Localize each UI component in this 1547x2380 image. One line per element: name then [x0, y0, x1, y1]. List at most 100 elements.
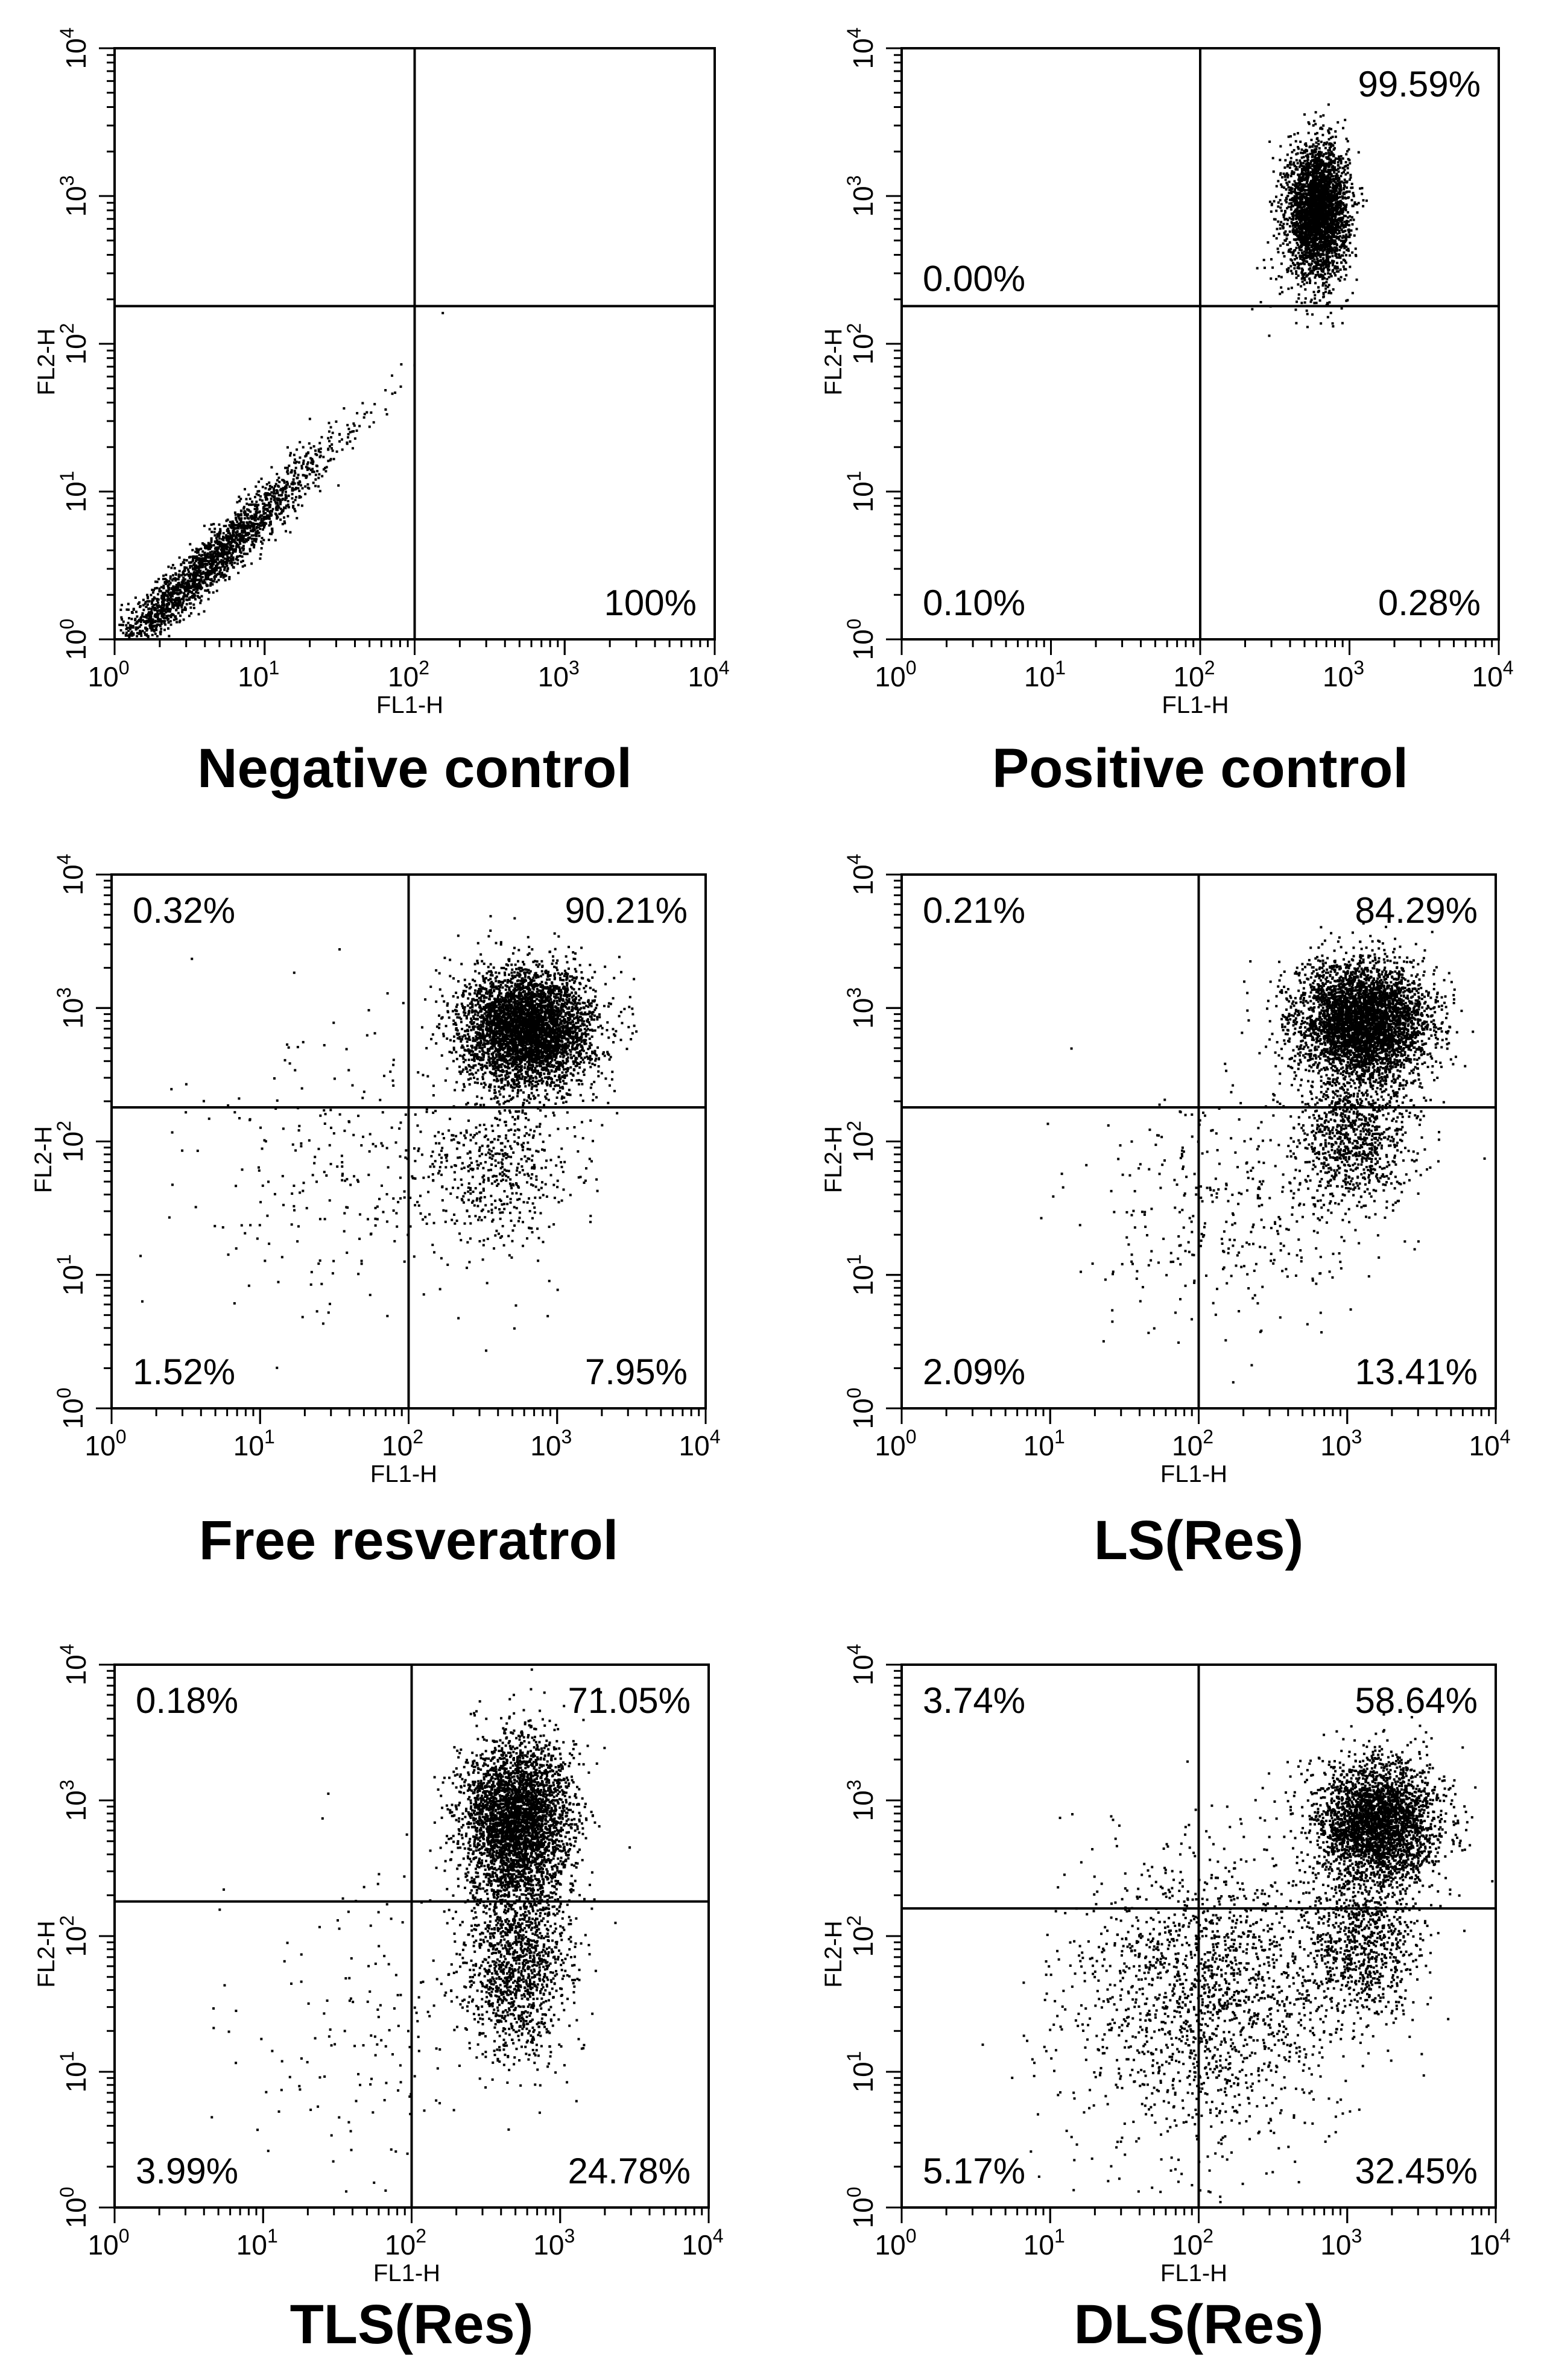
event-dot: [1300, 148, 1303, 151]
event-dot: [215, 569, 218, 572]
event-dot: [1318, 207, 1321, 210]
event-dot: [1329, 186, 1332, 189]
event-dot: [1343, 251, 1346, 254]
event-dot: [1296, 162, 1299, 165]
event-dot: [1334, 274, 1337, 277]
event-dot: [1312, 124, 1315, 127]
event-dot: [188, 587, 191, 590]
event-dot: [226, 518, 229, 521]
event-dot: [1333, 246, 1336, 249]
event-dot: [144, 603, 147, 606]
event-dot: [157, 598, 160, 601]
event-dot: [157, 578, 160, 581]
event-dot: [1325, 177, 1328, 180]
event-dot: [1303, 279, 1306, 282]
event-dot: [1337, 253, 1340, 256]
event-dot: [164, 611, 167, 614]
event-dot: [189, 543, 192, 546]
event-dot: [1323, 241, 1326, 244]
event-dot: [203, 553, 206, 556]
event-dot: [1321, 160, 1324, 163]
event-dot: [1335, 235, 1338, 238]
event-dot: [1317, 169, 1320, 172]
event-dot: [198, 553, 201, 556]
event-dot: [253, 543, 256, 546]
event-dot: [1281, 291, 1284, 294]
event-dot: [1271, 157, 1274, 160]
event-dot: [1339, 226, 1342, 229]
event-dot: [291, 489, 294, 492]
event-dot: [1309, 166, 1312, 169]
event-dot: [1294, 264, 1297, 267]
event-dot: [220, 575, 223, 578]
event-dot: [274, 501, 277, 504]
event-dot: [157, 617, 160, 620]
event-dot: [236, 555, 239, 559]
event-dot: [1312, 229, 1315, 232]
event-dot: [257, 526, 260, 529]
event-dot: [1322, 114, 1325, 117]
event-dot: [1282, 172, 1285, 176]
event-dot: [1332, 212, 1335, 215]
event-dot: [1288, 180, 1291, 183]
event-dot: [1314, 224, 1317, 227]
event-dot: [281, 491, 284, 494]
event-dot: [311, 467, 314, 470]
event-dot: [1303, 215, 1306, 218]
event-dot: [1310, 219, 1313, 222]
event-dot: [220, 561, 223, 564]
event-dot: [245, 521, 248, 524]
event-dot: [1355, 255, 1358, 258]
event-dot: [169, 575, 172, 578]
event-dot: [1315, 157, 1318, 160]
event-dot: [195, 558, 198, 561]
event-dot: [1317, 215, 1320, 218]
event-dot: [138, 630, 141, 633]
event-dot: [188, 602, 191, 605]
event-dot: [198, 548, 201, 551]
event-dot: [167, 592, 170, 595]
event-dot: [167, 627, 170, 630]
event-dot: [1311, 272, 1314, 275]
event-dot: [1308, 172, 1311, 176]
event-dot: [1303, 150, 1306, 153]
event-dot: [237, 571, 240, 574]
event-dot: [180, 591, 183, 594]
event-dot: [1309, 162, 1312, 165]
event-dot: [286, 446, 289, 449]
event-dot: [194, 584, 197, 587]
event-dot: [1335, 203, 1338, 206]
event-dot: [293, 508, 296, 511]
event-dot: [1306, 201, 1309, 204]
event-dot: [1296, 210, 1299, 214]
event-dot: [1295, 153, 1298, 156]
event-dot: [1296, 152, 1299, 155]
event-dot: [222, 576, 225, 579]
event-dot: [1316, 167, 1319, 170]
event-dot: [286, 514, 289, 517]
event-dot: [169, 581, 172, 584]
event-dot: [267, 539, 270, 542]
event-dot: [159, 630, 162, 633]
event-dot: [215, 560, 218, 563]
event-dot: [243, 512, 246, 515]
event-dot: [294, 499, 297, 502]
event-dot: [312, 460, 315, 463]
event-dot: [177, 578, 180, 581]
event-dot: [1322, 260, 1325, 263]
event-dot: [210, 560, 214, 563]
event-dot: [162, 603, 165, 606]
event-dot: [1343, 245, 1346, 248]
event-dot: [1299, 151, 1302, 154]
event-dot: [1349, 218, 1352, 221]
event-dot: [154, 580, 157, 583]
event-dot: [1314, 297, 1317, 300]
event-dot: [1301, 280, 1304, 283]
event-dot: [1302, 156, 1305, 159]
event-dot: [200, 547, 203, 550]
event-dot: [216, 533, 219, 536]
event-dot: [1343, 187, 1346, 190]
event-dot: [1293, 195, 1296, 198]
event-dot: [178, 597, 181, 600]
